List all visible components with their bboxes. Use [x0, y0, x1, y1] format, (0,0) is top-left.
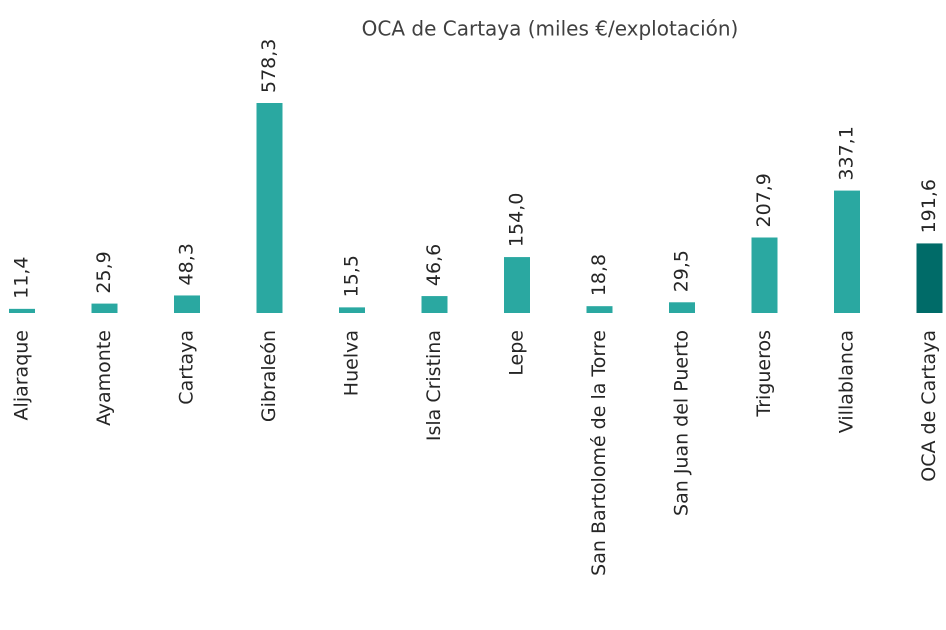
x-tick-label: Trigueros: [753, 330, 775, 418]
bar: [256, 103, 283, 313]
x-tick-label: Lepe: [506, 330, 528, 376]
x-tick-label: Gibraleón: [258, 330, 280, 422]
bar: [339, 307, 365, 313]
bar: [421, 296, 448, 313]
x-tick-label: Aljaraque: [11, 330, 33, 420]
value-label: 11,4: [11, 257, 33, 299]
bar: [91, 303, 118, 313]
x-tick-label: Villablanca: [836, 330, 858, 433]
x-tick-label: San Bartolomé de la Torre: [588, 330, 610, 576]
x-tick-label: Isla Cristina: [423, 330, 445, 441]
value-label: 46,6: [423, 244, 445, 286]
x-tick-label: Ayamonte: [93, 330, 115, 426]
bar: [504, 257, 530, 313]
value-label: 18,8: [588, 254, 610, 296]
chart-title: OCA de Cartaya (miles €/explotación): [362, 17, 739, 41]
x-tick-label: San Juan del Puerto: [671, 330, 693, 516]
value-label: 48,3: [176, 243, 198, 285]
value-label: 154,0: [506, 193, 528, 247]
value-label: 578,3: [258, 39, 280, 93]
value-label: 15,5: [341, 255, 363, 297]
x-tick-label: Cartaya: [176, 330, 198, 405]
value-label: 191,6: [918, 179, 940, 233]
bar: [751, 237, 778, 313]
value-label: 29,5: [671, 250, 693, 292]
bar: [916, 243, 943, 313]
value-label: 25,9: [93, 251, 115, 293]
bar: [174, 295, 200, 313]
value-label: 337,1: [836, 126, 858, 180]
bar: [834, 190, 860, 313]
bar: [586, 306, 613, 313]
x-tick-label: Huelva: [341, 330, 363, 396]
x-tick-label: OCA de Cartaya: [918, 330, 940, 482]
bar: [669, 302, 695, 313]
bar: [9, 308, 35, 313]
value-label: 207,9: [753, 173, 775, 227]
